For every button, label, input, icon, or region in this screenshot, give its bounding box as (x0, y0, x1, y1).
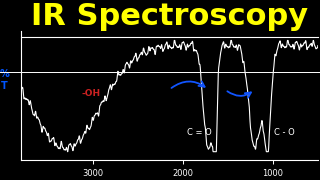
Text: C - O: C - O (274, 129, 295, 138)
Text: -OH: -OH (81, 89, 100, 98)
Text: C = O: C = O (187, 129, 212, 138)
Title: IR Spectroscopy: IR Spectroscopy (31, 2, 308, 31)
Text: %
T: % T (0, 69, 9, 91)
